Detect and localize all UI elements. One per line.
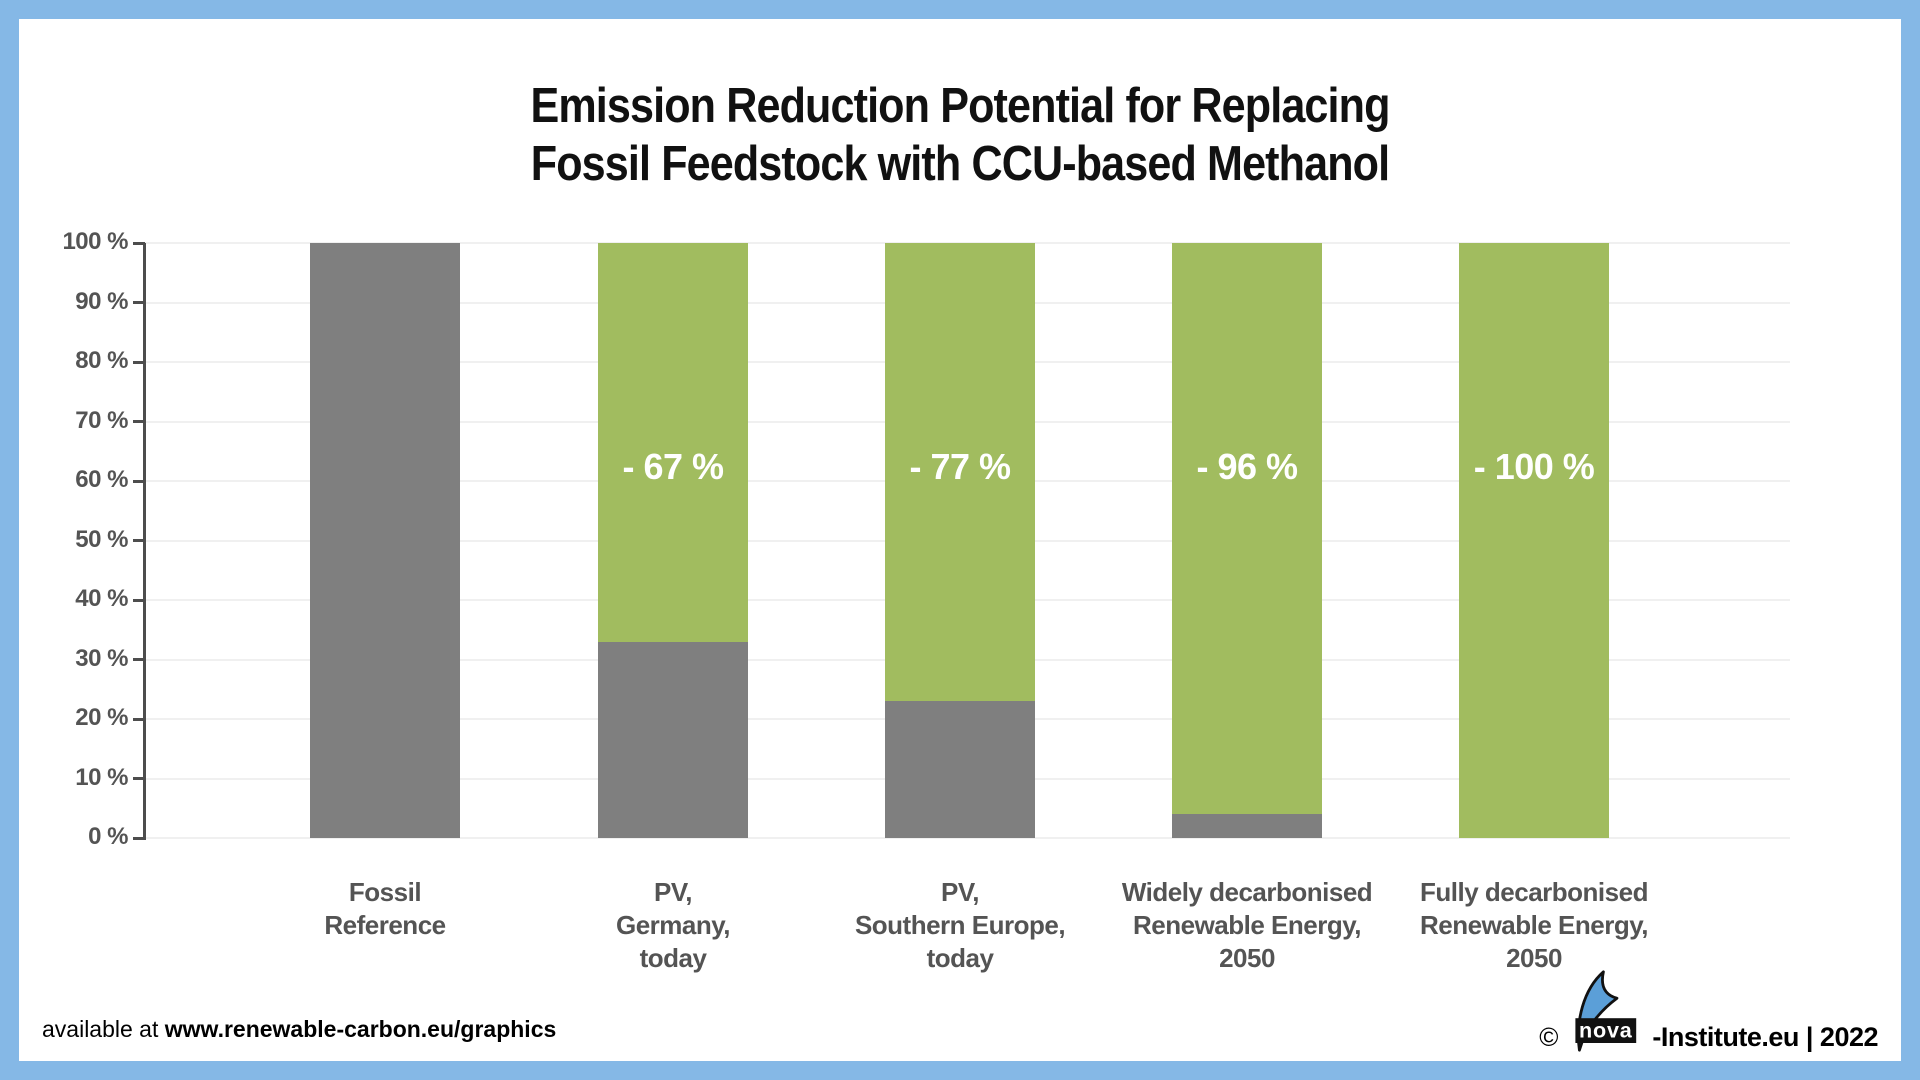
- bar-green-segment: [598, 243, 748, 642]
- bar-gray-segment: [1172, 814, 1322, 838]
- bar-green-segment: [885, 243, 1035, 702]
- y-axis-tick: [133, 420, 145, 423]
- category-label: Fully decarbonised Renewable Energy, 205…: [1420, 877, 1649, 973]
- y-axis-tick: [133, 598, 145, 602]
- credit-text: -Institute.eu | 2022: [1652, 1022, 1878, 1052]
- source-note: available at www.renewable-carbon.eu/gra…: [42, 1016, 556, 1043]
- chart-title-line1: Emission Reduction Potential for Replaci…: [530, 78, 1390, 133]
- source-note-url: www.renewable-carbon.eu/graphics: [164, 1016, 557, 1042]
- y-tick-label: 60 %: [75, 466, 128, 493]
- y-axis-tick: [133, 539, 145, 542]
- y-axis-tick: [133, 658, 145, 661]
- y-tick-label: 80 %: [75, 347, 128, 374]
- bar-gray-segment: [310, 243, 460, 838]
- y-tick-label: 90 %: [75, 287, 128, 315]
- category-label: Widely decarbonised Renewable Energy, 20…: [1121, 877, 1373, 973]
- bar-value-label: - 67 %: [622, 446, 724, 487]
- category-label: PV, Southern Europe, today: [854, 877, 1066, 973]
- y-axis-tick: [133, 360, 145, 364]
- y-axis-tick: [133, 777, 145, 780]
- nova-institute-logo-icon: nova: [1575, 970, 1637, 1052]
- bar-green-segment: [1459, 243, 1609, 838]
- y-axis-tick: [133, 836, 145, 840]
- logo-wordmark: nova: [1579, 1017, 1633, 1042]
- logo-text-box: [1575, 1018, 1637, 1043]
- y-tick-label: 10 %: [75, 763, 128, 791]
- chart-title: Emission Reduction Potential for Replaci…: [115, 77, 1805, 193]
- bar-value-label: - 100 %: [1473, 446, 1595, 487]
- chart-title-line2: Fossil Feedstock with CCU-based Methanol: [530, 136, 1390, 191]
- bar-value-label: - 96 %: [1196, 446, 1298, 487]
- bar-gray-segment: [885, 701, 1035, 838]
- copyright-symbol: ©: [1539, 1022, 1559, 1052]
- y-tick-label: 50 %: [75, 525, 128, 553]
- bar-gray-segment: [598, 641, 748, 838]
- y-axis-tick: [133, 241, 145, 245]
- y-tick-label: 0 %: [88, 823, 128, 850]
- source-note-prefix: available at: [42, 1016, 165, 1042]
- y-tick-label: 70 %: [75, 406, 128, 434]
- bar-green-segment: [1172, 243, 1322, 815]
- y-tick-label: 20 %: [75, 704, 128, 731]
- y-tick-label: 40 %: [75, 585, 128, 612]
- y-axis-line: [143, 243, 146, 840]
- credit-block: © nova -Institute.eu | 2022: [1539, 968, 1878, 1054]
- y-axis-tick: [133, 301, 145, 304]
- y-tick-label: 100 %: [62, 228, 128, 255]
- y-gridline: [145, 837, 1790, 839]
- category-label: Fossil Reference: [324, 877, 446, 940]
- category-label: PV, Germany, today: [615, 877, 731, 973]
- y-axis-tick: [133, 479, 145, 483]
- bar-value-label: - 77 %: [909, 446, 1011, 487]
- y-axis-tick: [133, 717, 145, 721]
- y-tick-label: 30 %: [75, 644, 128, 672]
